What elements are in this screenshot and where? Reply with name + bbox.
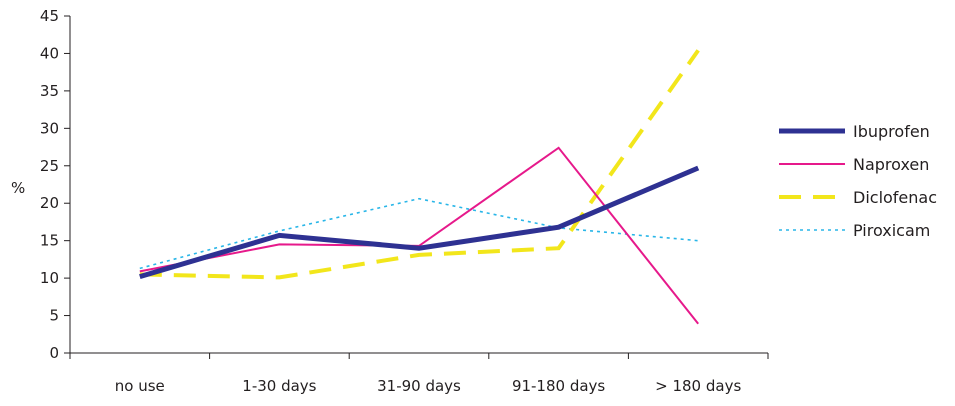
x-category-label: 91-180 days [512,377,605,395]
series-line-ibuprofen [139,165,700,279]
series-line-piroxicam [139,197,699,270]
legend-label-piroxicam: Piroxicam [853,221,930,240]
axes [69,16,768,354]
y-tick-label: 45 [40,7,59,25]
x-category-label: 1-30 days [242,377,316,395]
y-tick-label: 25 [40,157,59,175]
y-tick-label: 5 [49,307,59,325]
y-tick-label: 0 [49,344,59,362]
y-tick-label: 15 [40,232,59,250]
x-category-label: no use [115,377,165,395]
x-category-label: 31-90 days [377,377,461,395]
y-tick-label: 35 [40,82,59,100]
y-tick-label: 10 [40,269,59,287]
y-tick-label: 20 [40,194,59,212]
y-ticks: 0 5 10 15 20 25 30 35 40 45 [40,7,70,362]
legend-label-diclofenac: Diclofenac [853,188,937,207]
x-categories: no use 1-30 days 31-90 days 91-180 days > 18… [69,353,769,395]
y-axis-title: % [11,179,25,197]
y-tick-label: 40 [40,44,59,62]
series-line-naproxen [139,146,699,325]
series-line-diclofenac [139,49,700,280]
series-lines [139,49,700,325]
legend: Ibuprofen Naproxen Diclofenac Piroxicam [779,122,937,240]
legend-label-ibuprofen: Ibuprofen [853,122,930,141]
x-category-label: > 180 days [655,377,741,395]
y-tick-label: 30 [40,119,59,137]
legend-label-naproxen: Naproxen [853,155,929,174]
